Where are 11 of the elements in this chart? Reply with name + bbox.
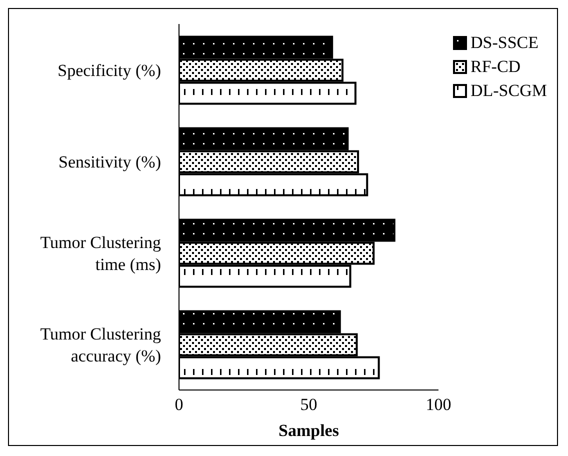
x-tick-label: 100 (426, 395, 452, 414)
y-tick-label: Specificity (%) (58, 60, 161, 80)
y-tick-label: Sensitivity (%) (58, 152, 161, 171)
y-tick-label: Tumor Clustering accuracy (%) (40, 324, 162, 365)
x-tick-label: 50 (300, 395, 318, 414)
y-tick-label: Tumor Clustering time (ms) (40, 232, 162, 274)
legend-label: DL-SCGM (470, 80, 547, 102)
x-axis-title: Samples (278, 421, 340, 440)
legend-label: DS-SSCE (470, 32, 539, 54)
x-tick-label: 0 (174, 395, 184, 414)
legend-label: RF-CD (470, 56, 521, 78)
